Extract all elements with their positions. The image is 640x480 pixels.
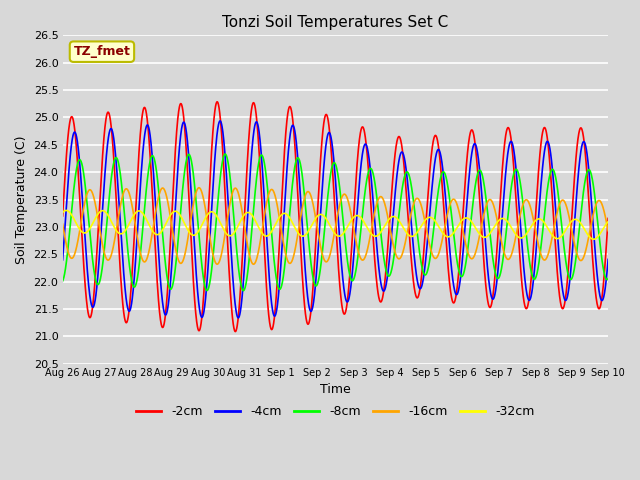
Legend: -2cm, -4cm, -8cm, -16cm, -32cm: -2cm, -4cm, -8cm, -16cm, -32cm bbox=[131, 400, 540, 423]
X-axis label: Time: Time bbox=[320, 384, 351, 396]
Y-axis label: Soil Temperature (C): Soil Temperature (C) bbox=[15, 135, 28, 264]
Text: TZ_fmet: TZ_fmet bbox=[74, 45, 131, 58]
Title: Tonzi Soil Temperatures Set C: Tonzi Soil Temperatures Set C bbox=[222, 15, 449, 30]
